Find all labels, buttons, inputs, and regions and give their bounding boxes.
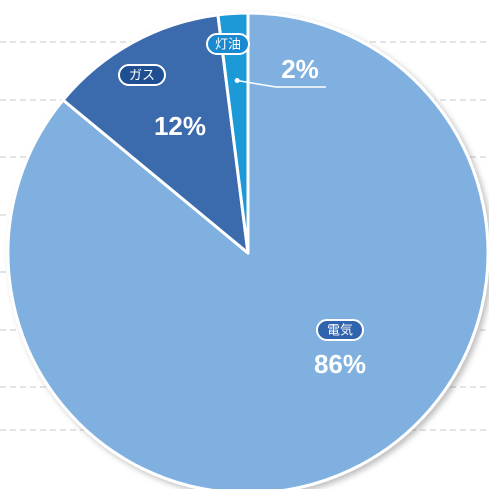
labels: 電気 86% ガス 12% 灯油 2%	[118, 33, 366, 379]
label-pill	[118, 64, 166, 86]
label-pill	[206, 33, 250, 55]
leader-dot	[234, 78, 240, 84]
slice	[216, 11, 250, 255]
pie	[6, 11, 489, 489]
category-label: 電気	[327, 323, 353, 339]
category-label: 灯油	[215, 38, 241, 53]
leader-line	[237, 79, 277, 88]
slice	[6, 11, 489, 489]
value-label: 12%	[154, 111, 206, 141]
value-label: 2%	[281, 54, 319, 84]
value-label: 86%	[314, 349, 366, 379]
category-label: ガス	[129, 69, 155, 84]
slice	[61, 13, 250, 255]
label-pill	[316, 319, 364, 341]
